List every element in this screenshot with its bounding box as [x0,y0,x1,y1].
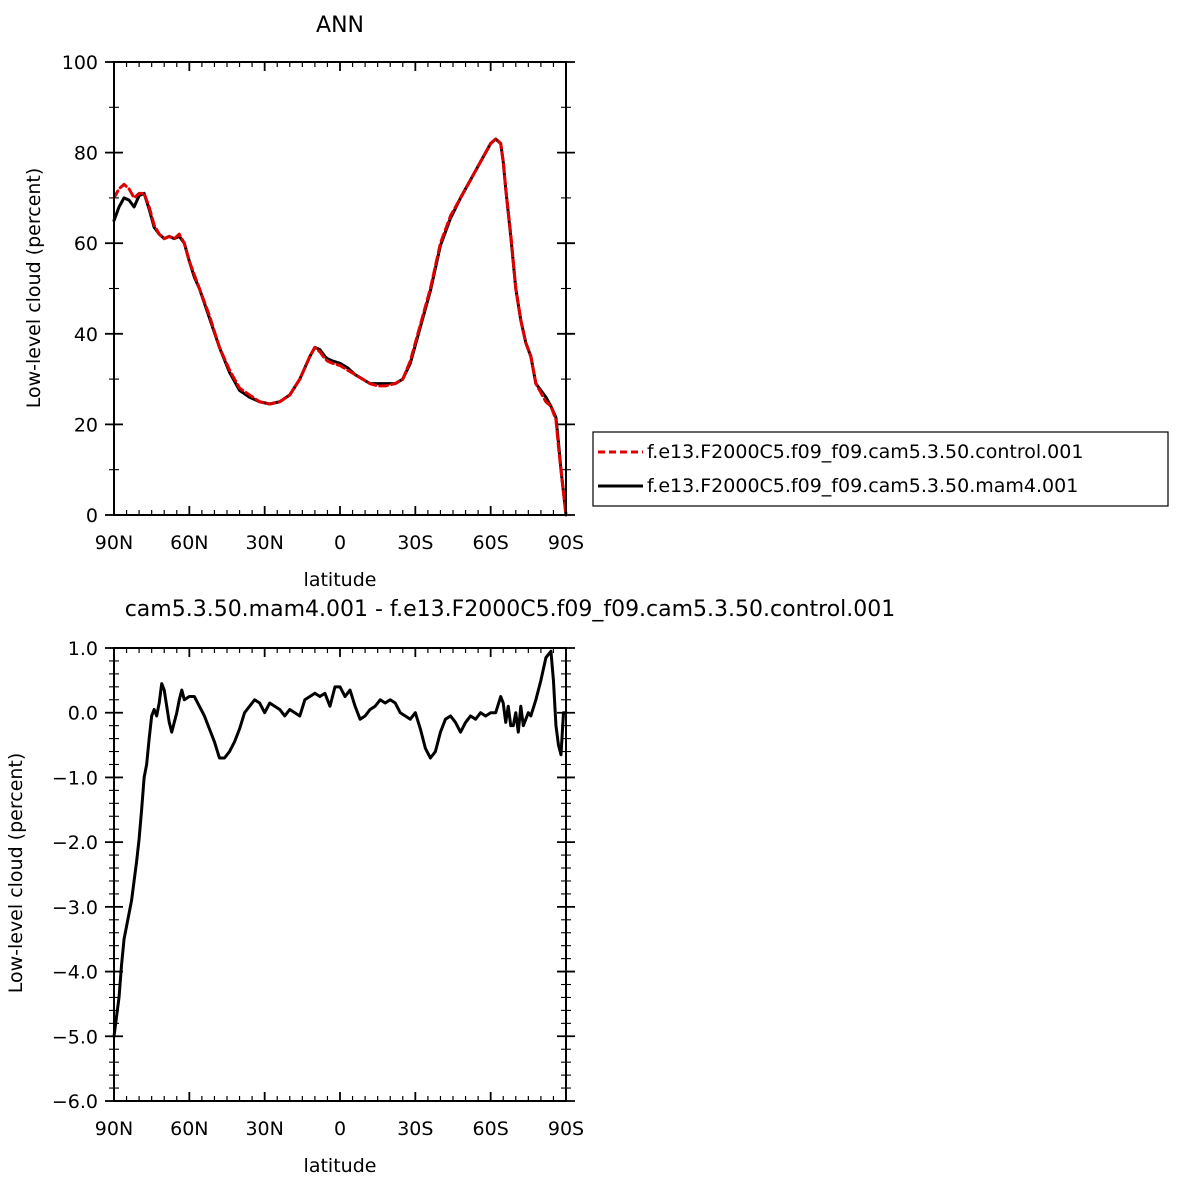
top-chart-series-line-0 [112,137,568,517]
bottom-chart-y-tick-label: −6.0 [52,1091,98,1113]
bottom-chart-x-tick-label: 0 [334,1118,346,1140]
legend-box [592,431,1169,507]
bottom-chart-x-axis-title: latitude [304,1155,377,1177]
top-chart-y-tick-label: 100 [62,52,98,74]
top-chart-x-tick-label: 60S [473,532,509,554]
top-chart-y-tick-label: 60 [74,233,98,255]
top-chart-legend: f.e13.F2000C5.f09_f09.cam5.3.50.control.… [592,431,1169,507]
bottom-chart-plot-frame [113,647,567,1102]
bottom-chart-x-tick-label: 90N [95,1118,133,1140]
top-chart-y-tick-label: 20 [74,414,98,436]
top-chart-x-tick-label: 30S [397,532,433,554]
top-chart-x-tick-label: 90S [548,532,584,554]
top-chart-title: ANN [316,13,364,38]
bottom-chart-x-tick-label: 90S [548,1118,584,1140]
bottom-chart-y-tick-label: −2.0 [52,832,98,854]
top-chart-y-tick-label: 0 [86,505,98,527]
legend-label-control: f.e13.F2000C5.f09_f09.cam5.3.50.control.… [647,441,1083,463]
bottom-chart-x-tick-label: 60N [170,1118,208,1140]
bottom-chart-x-tick-label: 30N [245,1118,283,1140]
bottom-chart-y-tick-label: 0.0 [68,703,98,725]
bottom-chart-y-tick-label: 1.0 [68,638,98,660]
top-chart-plot-frame [113,61,567,516]
top-chart-series [112,137,568,517]
bottom-chart-y-tick-label: −5.0 [52,1026,98,1048]
top-chart-y-tick-label: 40 [74,324,98,346]
top-chart-x-tick-label: 30N [245,532,283,554]
legend-label-mam4: f.e13.F2000C5.f09_f09.cam5.3.50.mam4.001 [647,475,1078,497]
top-chart: ANN latitude Low-level cloud (percent) 9… [23,13,1169,591]
top-chart-ticks: 90N 60N 30N 0 30S 60S 90S 0 20 40 60 80 100 [62,52,584,554]
bottom-chart-series [112,649,568,1038]
bottom-chart-y-tick-label: −1.0 [52,767,98,789]
bottom-chart-y-tick-label: −3.0 [52,897,98,919]
top-chart-y-tick-label: 80 [74,143,98,165]
top-chart-y-axis-title: Low-level cloud (percent) [23,168,45,409]
bottom-chart-y-axis-title: Low-level cloud (percent) [5,753,27,994]
bottom-chart-x-tick-label: 60S [473,1118,509,1140]
top-chart-x-axis-title: latitude [304,569,377,591]
bottom-chart-y-tick-label: −4.0 [52,962,98,984]
bottom-chart-title: cam5.3.50.mam4.001 - f.e13.F2000C5.f09_f… [125,597,896,622]
top-chart-x-tick-label: 60N [170,532,208,554]
bottom-chart-series-line-0 [112,649,568,1038]
top-chart-x-tick-label: 0 [334,532,346,554]
top-chart-x-tick-label: 90N [95,532,133,554]
bottom-chart-x-tick-label: 30S [397,1118,433,1140]
bottom-chart-ticks: 90N 60N 30N 0 30S 60S 90S −6.0 −5.0 −4.0 −3.0 −2.0 −… [52,638,584,1140]
bottom-chart: cam5.3.50.mam4.001 - f.e13.F2000C5.f09_f… [5,597,895,1177]
